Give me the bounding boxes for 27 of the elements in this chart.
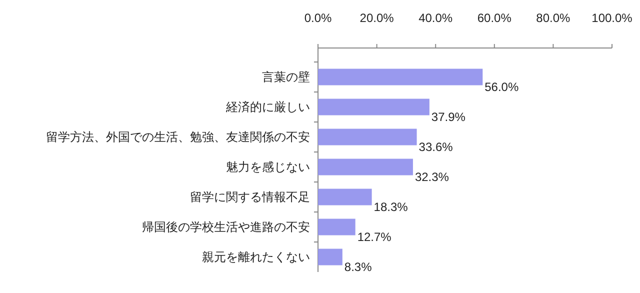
data-label: 32.3% (414, 170, 450, 184)
data-label: 18.3% (374, 200, 408, 214)
y-tick-label: 留学に関する情報不足 (190, 190, 310, 204)
bar (318, 98, 430, 116)
bar (318, 218, 356, 236)
bar (318, 188, 372, 206)
bar (318, 68, 483, 86)
data-label: 37.9% (431, 110, 466, 124)
y-tick-label: 経済的に厳しい (225, 100, 310, 114)
y-tick-label: 言葉の壁 (262, 70, 310, 84)
x-tick-label: 40.0% (418, 11, 453, 25)
bar (318, 158, 413, 176)
x-tick-label: 0.0% (304, 11, 332, 25)
x-tick-label: 80.0% (536, 11, 571, 25)
data-label: 12.7% (357, 230, 392, 244)
bar (318, 128, 417, 146)
x-tick-label: 60.0% (477, 11, 512, 25)
bar (318, 248, 342, 266)
y-tick-label: 魅力を感じない (226, 160, 310, 174)
x-tick-label: 100.0% (592, 11, 633, 25)
data-label: 33.6% (418, 140, 454, 154)
data-label: 8.3% (344, 260, 372, 274)
y-tick-label: 親元を離れたくない (202, 250, 310, 264)
x-tick-label: 20.0% (360, 11, 394, 25)
y-tick-label: 帰国後の学校生活や進路の不安 (142, 220, 310, 234)
data-label: 56.0% (484, 80, 519, 94)
y-tick-label: 留学方法、外国での生活、勉強、友達関係の不安 (46, 130, 310, 144)
